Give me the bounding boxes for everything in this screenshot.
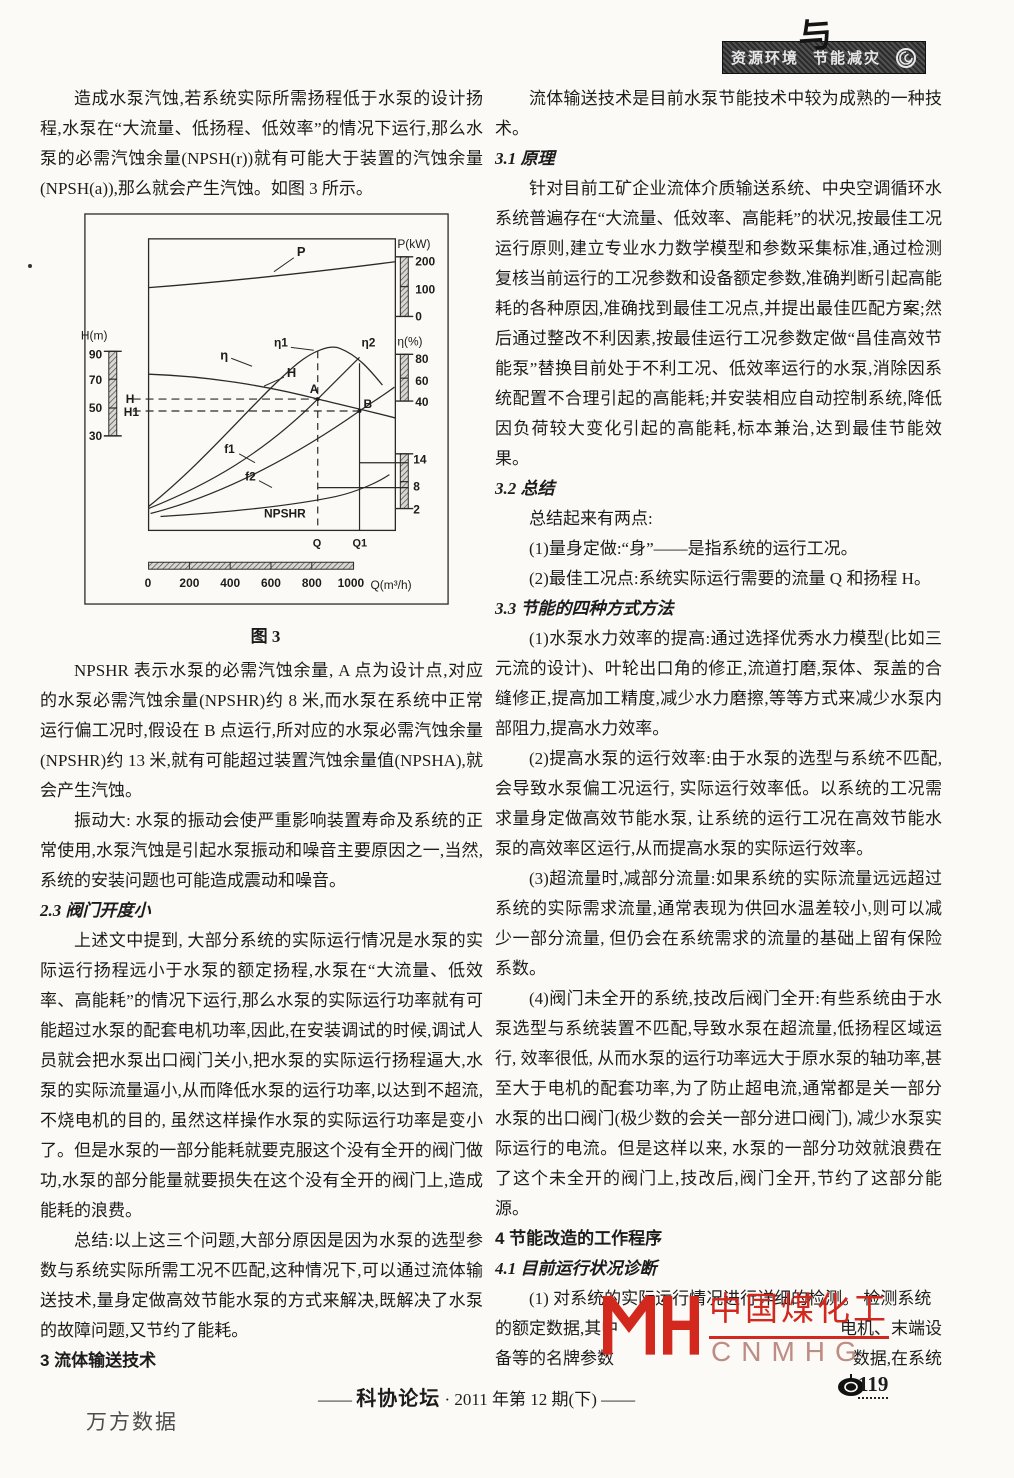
- pump-curves-figure: H(m) 90 70 50 30 H H1 P(kW) 200 100 0 η(…: [81, 213, 449, 605]
- banner-right-text: 节能减灾: [813, 50, 882, 67]
- paragraph: 造成水泵汽蚀,若系统实际所需扬程低于水泵的设计扬程,水泵在“大流量、低扬程、低效…: [40, 89, 483, 198]
- h-axis-bar: [108, 350, 118, 437]
- x-tick-800: 800: [302, 576, 322, 590]
- heading-3-3: 3.3 节能的四种方式方法: [495, 599, 674, 618]
- eta2-label: η2: [362, 335, 376, 349]
- f2-label: f2: [245, 470, 256, 484]
- scan-artifact-dot: [28, 264, 32, 268]
- figure-3: H(m) 90 70 50 30 H H1 P(kW) 200 100 0 η(…: [68, 212, 463, 652]
- heading-3-1: 3.1 原理: [495, 149, 555, 168]
- list-item: (2)最佳工况点:系统实际运行需要的流量 Q 和扬程 H。: [529, 569, 931, 588]
- x-tick-200: 200: [179, 576, 199, 590]
- left-column: 造成水泵汽蚀,若系统实际所需扬程低于水泵的设计扬程,水泵在“大流量、低扬程、低效…: [40, 84, 483, 1376]
- npshr-curve: [160, 474, 390, 518]
- footer-separator: ·: [444, 1390, 451, 1409]
- text-fragment: 数据,在系统: [852, 1349, 942, 1368]
- eta-tick-60: 60: [415, 374, 429, 388]
- design-point-A: [315, 397, 320, 402]
- right-column: 流体输送技术是目前水泵节能技术中较为成熟的一种技术。 3.1 原理 针对目前工矿…: [495, 84, 942, 1374]
- x-tick-600: 600: [261, 576, 281, 590]
- footer-dash: ——: [318, 1390, 352, 1409]
- paragraph: 总结:以上这三个问题,大部分原因是因为水泵的选型参数与系统实际所需工况不匹配,这…: [40, 1231, 483, 1340]
- q1-label: Q1: [353, 537, 368, 549]
- paragraph-line: (1) 对系统的实际运行情况进行详细的检测。 检测系统: [529, 1289, 932, 1308]
- point-b-label: B: [364, 397, 373, 411]
- figure-caption: 图 3: [250, 627, 281, 646]
- plot-border: [147, 238, 396, 532]
- h-guide-label: H: [126, 392, 135, 406]
- page-number: 119: [858, 1372, 889, 1399]
- h-tick-70: 70: [89, 373, 103, 387]
- text-fragment: 电机、末端设: [840, 1319, 942, 1338]
- head-curve: [148, 373, 396, 419]
- section-banner: 资源环境 节能减灾: [722, 41, 926, 74]
- paragraph: 振动大: 水泵的振动会使严重影响装置寿命及系统的正常使用,水泵汽蚀是引起水泵振动…: [40, 811, 483, 890]
- q-label: Q: [313, 537, 322, 549]
- h-tick-30: 30: [89, 429, 103, 443]
- npsh-tick-8: 8: [413, 480, 420, 494]
- paragraph-line-partially-covered: 备等的名牌参数 数据,在系统: [495, 1344, 942, 1374]
- h-tick-50: 50: [89, 401, 103, 415]
- efficiency-curve: [148, 346, 383, 508]
- footer-dash: ——: [601, 1390, 636, 1409]
- paragraph: NPSHR 表示水泵的必需汽蚀余量, A 点为设计点,对应的水泵必需汽蚀余量(N…: [40, 661, 483, 800]
- list-item: (3)超流量时,减部分流量:如果系统的实际流量远远超过系统的实际需求流量,通常表…: [495, 869, 942, 978]
- x-axis-label: Q(m³/h): [370, 578, 411, 592]
- h-axis-label: H(m): [81, 328, 108, 342]
- footer-journal-line: —— 科协论坛 · 2011 年第 12 期(下) ——: [318, 1382, 635, 1411]
- list-item: (1)水泵水力效率的提高:通过选择优秀水力模型(比如三元流的设计)、叶轮出口角的…: [495, 629, 942, 738]
- npshr-label: NPSHR: [264, 506, 306, 520]
- issue-info: 2011 年第 12 期(下): [454, 1390, 597, 1409]
- system-curve-f1: [148, 356, 360, 510]
- heading-4: 4 节能改造的工作程序: [495, 1229, 663, 1248]
- x-tick-1000: 1000: [338, 576, 365, 590]
- npsh-tick-14: 14: [413, 453, 427, 467]
- list-item: (2)提高水泵的运行效率:由于水泵的选型与系统不匹配,会导致水泵偏工况运行, 实…: [495, 749, 942, 858]
- heading-3: 3 流体输送技术: [40, 1351, 157, 1370]
- text-fragment: 的额定数据,其中: [495, 1319, 619, 1338]
- figure-outer-border: [84, 213, 449, 605]
- banner-left-text: 资源环境: [731, 50, 800, 67]
- paragraph: 总结起来有两点:: [529, 509, 653, 528]
- h1-guide-label: H1: [124, 405, 140, 419]
- paragraph: 针对目前工矿企业流体介质输送系统、中央空调循环水系统普遍存在“大流量、低效率、高…: [495, 179, 942, 468]
- head-curve-label: H: [287, 365, 296, 380]
- x-tick-0: 0: [145, 576, 152, 590]
- h-tick-90: 90: [89, 347, 103, 361]
- eta1-label: η1: [274, 335, 288, 349]
- wanfang-data-mark: 万方数据: [86, 1411, 178, 1434]
- power-curve: [148, 261, 396, 289]
- page-number-block: 119: [836, 1372, 889, 1403]
- heading-4-1: 4.1 目前运行状况诊断: [495, 1259, 657, 1278]
- paragraph-line-partially-covered: 的额定数据,其中 电机、末端设: [495, 1314, 942, 1344]
- point-a-label: A: [310, 382, 319, 396]
- p-tick-100: 100: [415, 283, 435, 297]
- p-axis-label: P(kW): [397, 237, 430, 251]
- x-tick-400: 400: [220, 576, 240, 590]
- f1-label: f1: [224, 442, 235, 456]
- paragraph: 流体输送技术是目前水泵节能技术中较为成熟的一种技术。: [495, 89, 942, 138]
- power-curve-label: P: [297, 244, 306, 259]
- journal-swirl-icon: [896, 47, 916, 68]
- banner-connector-character: 与: [797, 16, 834, 57]
- list-item: (1)量身定做:“身”——是指系统的运行工况。: [529, 539, 858, 558]
- text-fragment: 备等的名牌参数: [495, 1349, 614, 1368]
- journal-name: 科协论坛: [356, 1388, 441, 1410]
- heading-3-2: 3.2 总结: [495, 479, 555, 498]
- eta-curve-label: η: [220, 347, 228, 362]
- q-axis-bar: [148, 561, 355, 570]
- list-item: (4)阀门未全开的系统,技改后阀门全开:有些系统由于水泵选型与系统装置不匹配,导…: [495, 989, 942, 1218]
- paragraph: 上述文中提到, 大部分系统的实际运行情况是水泵的实际运行扬程远小于水泵的额定扬程…: [40, 931, 483, 1220]
- p-tick-200: 200: [415, 255, 435, 269]
- ink-blob-icon: [838, 1374, 864, 1396]
- heading-2-3: 2.3 阀门开度小: [40, 901, 151, 920]
- p-tick-0: 0: [415, 309, 422, 323]
- npsh-tick-2: 2: [413, 502, 420, 516]
- eta-tick-40: 40: [415, 395, 429, 409]
- offdesign-point-B: [357, 409, 362, 413]
- eta-tick-80: 80: [415, 352, 429, 366]
- eta-axis-label: η(%): [397, 334, 422, 348]
- system-curve-f2: [150, 386, 395, 515]
